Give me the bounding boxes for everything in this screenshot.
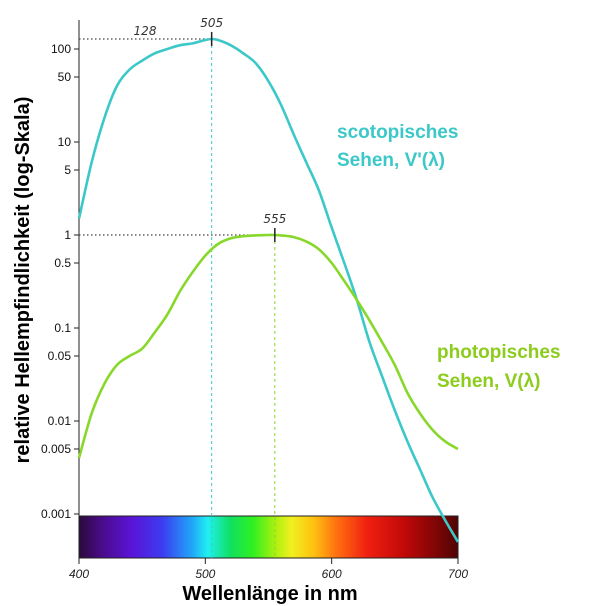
series-photopic-label-line-1: photopisches [437,342,561,363]
guide-lines [79,38,276,558]
y-tick-label: 100 [51,42,71,56]
y-ticks: 100 50 10 5 1 0.5 0.1 0.05 0.01 0.005 0.001 [41,42,79,521]
series-photopic-label: photopisches Sehen, V(λ) [437,342,561,392]
x-axis-title: Wellenlänge in nm [182,583,357,605]
x-tick-label: 600 [322,567,342,581]
series-scotopic-label-line-2: Sehen, V'(λ) [337,150,445,171]
peak-value-label: 128 [134,24,157,38]
y-tick-label: 1 [64,228,71,242]
y-tick-label: 0.1 [54,321,71,335]
x-tick-label: 700 [448,567,468,581]
series-scotopic-line [77,37,460,543]
peak-wavelength-label: 505 [200,16,223,30]
x-ticks: 400 500 600 700 [69,558,468,581]
y-tick-label: 10 [58,135,72,149]
y-tick-label: 0.005 [41,442,71,456]
series-scotopic-label-line-1: scotopisches [337,122,458,143]
series-scotopic-label: scotopisches Sehen, V'(λ) [337,122,458,171]
series-photopic-label-line-2: Sehen, V(λ) [437,371,540,392]
peak-wavelength-label: 555 [263,212,286,226]
peak-markers: 128 505 555 [134,16,286,242]
y-tick-label: 0.5 [54,256,71,270]
y-axis-title: relative Hellempfindlichkeit (log-Skala) [12,97,34,464]
series-photopic-line [77,233,459,459]
y-tick-label: 50 [58,70,72,84]
y-tick-label: 0.01 [48,414,72,428]
y-axis: 100 50 10 5 1 0.5 0.1 0.05 0.01 0.005 0.001 [41,20,80,521]
y-tick-label: 5 [64,163,71,177]
spectrum-bar [78,515,459,559]
y-tick-label: 0.001 [41,507,71,521]
y-tick-label: 0.05 [48,349,72,363]
x-tick-label: 400 [69,567,89,581]
x-tick-label: 500 [195,567,215,581]
